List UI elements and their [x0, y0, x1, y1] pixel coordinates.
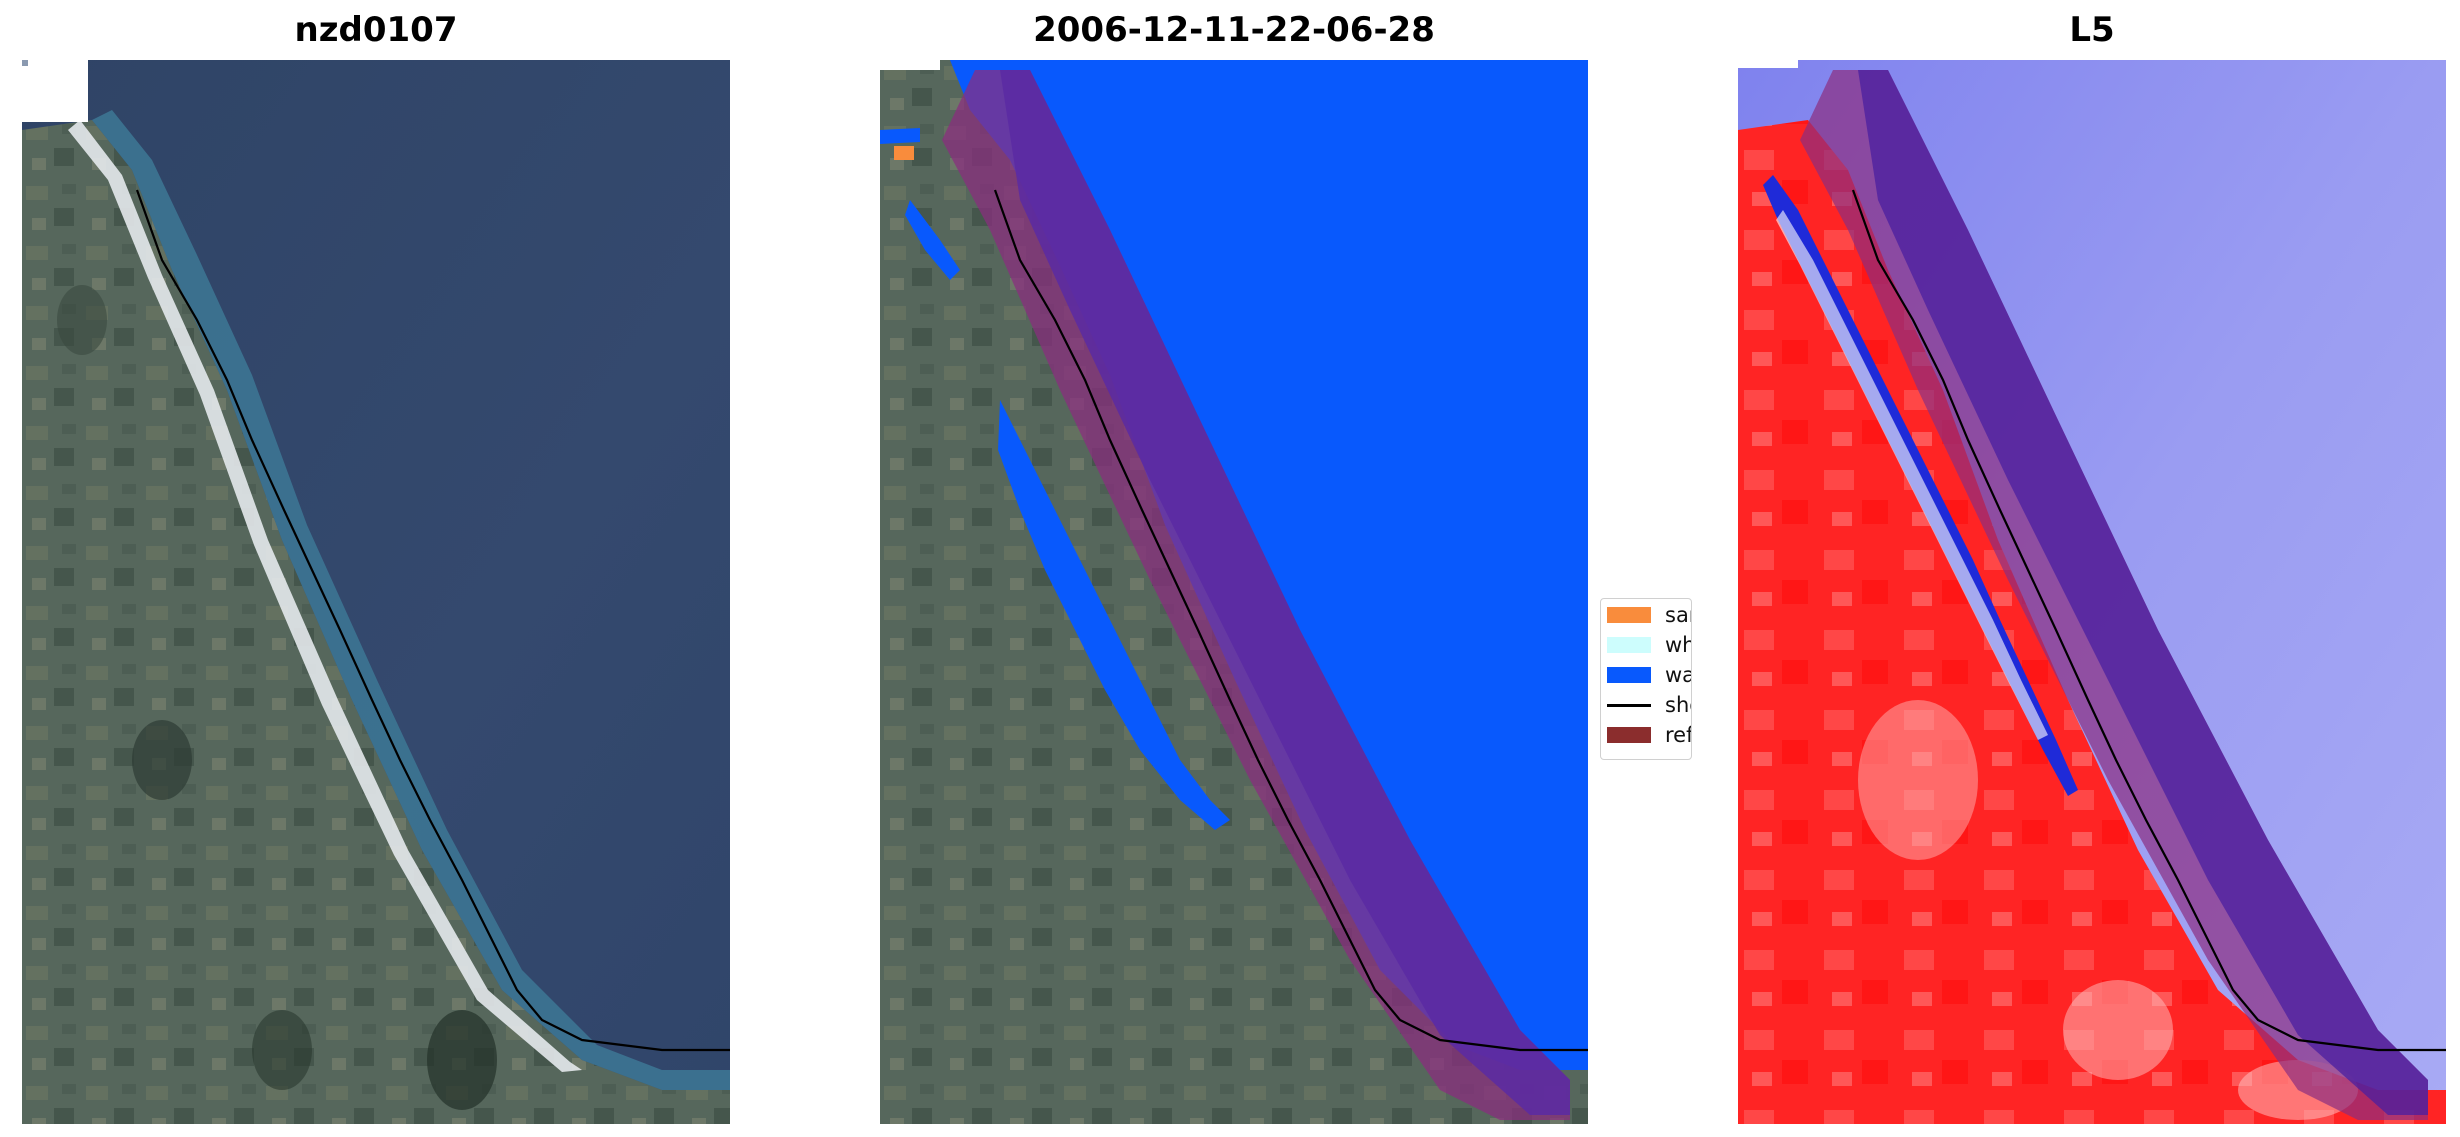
classified-image	[880, 60, 1588, 1124]
index-image-panel	[1738, 60, 2446, 1124]
legend-item-water: water	[1607, 661, 1691, 689]
legend-item-reference-buffer: reference shoreline buffer	[1607, 721, 1691, 749]
index-image	[1738, 60, 2446, 1124]
classified-image-panel	[880, 60, 1588, 1124]
panel-title-rgb: nzd0107	[294, 10, 458, 50]
legend-label: whitewater	[1665, 633, 1691, 657]
panel-title-classified: 2006-12-11-22-06-28	[1033, 10, 1435, 50]
legend-label: water	[1665, 663, 1691, 687]
rgb-satellite-image	[22, 60, 730, 1124]
legend-swatch-whitewater	[1607, 637, 1651, 653]
legend-swatch-water	[1607, 667, 1651, 683]
legend-label: reference shoreline buffer	[1665, 723, 1691, 747]
shoreline-line	[1851, 189, 2446, 1052]
legend: sand whitewater water shoreline referenc…	[1600, 598, 1692, 760]
legend-swatch-reference-buffer	[1607, 727, 1651, 743]
legend-swatch-sand	[1607, 607, 1651, 623]
rgb-image-panel	[22, 60, 730, 1124]
legend-item-sand: sand	[1607, 601, 1691, 629]
legend-label: shoreline	[1665, 693, 1691, 717]
shoreline-line	[135, 189, 730, 1052]
legend-swatch-shoreline	[1607, 697, 1651, 713]
legend-item-shoreline: shoreline	[1607, 691, 1691, 719]
panel-title-index: L5	[2069, 10, 2115, 50]
shoreline-line	[993, 189, 1588, 1052]
legend-item-whitewater: whitewater	[1607, 631, 1691, 659]
legend-label: sand	[1665, 603, 1691, 627]
